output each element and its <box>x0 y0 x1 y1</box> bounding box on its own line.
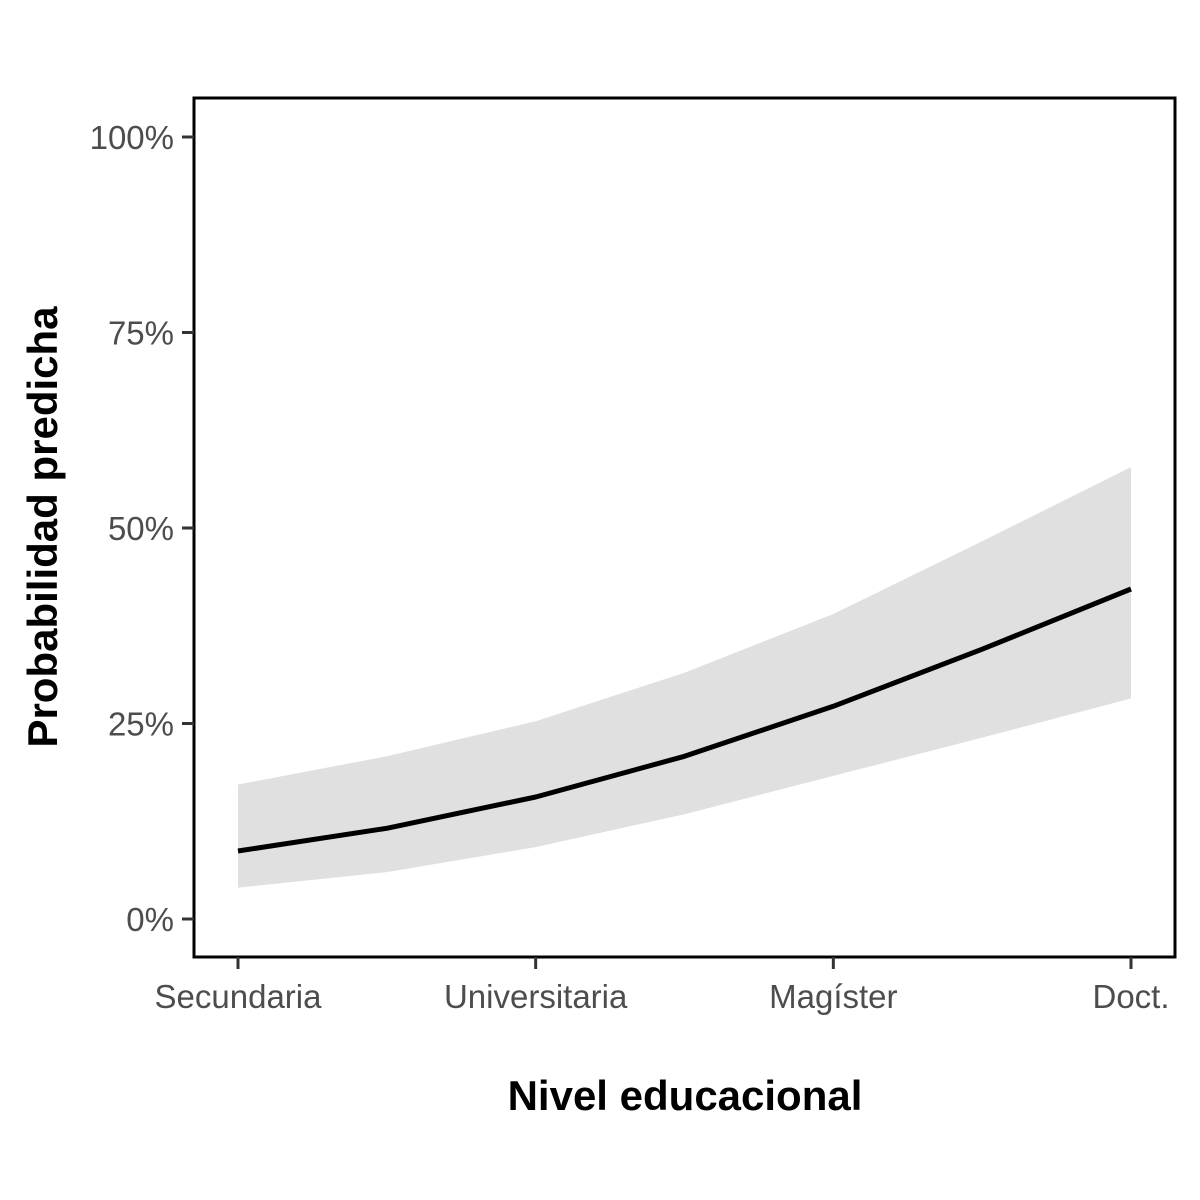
y-axis-title: Probabilidad predicha <box>19 306 66 748</box>
x-tick-label-1: Universitaria <box>444 978 628 1015</box>
series-line-0 <box>237 586 1132 854</box>
x-tick-label-0: Secundaria <box>155 978 323 1015</box>
confidence-ribbon-0 <box>238 467 1131 888</box>
y-tick-label-4: 100% <box>90 119 174 156</box>
y-tick-label-3: 75% <box>108 315 174 352</box>
y-tick-label-2: 50% <box>108 510 174 547</box>
x-tick-label-2: Magíster <box>769 978 897 1015</box>
x-tick-label-3: Doct. <box>1092 978 1169 1015</box>
x-axis-title: Nivel educacional <box>508 1072 863 1119</box>
y-tick-label-1: 25% <box>108 706 174 743</box>
y-tick-label-0: 0% <box>126 901 174 938</box>
